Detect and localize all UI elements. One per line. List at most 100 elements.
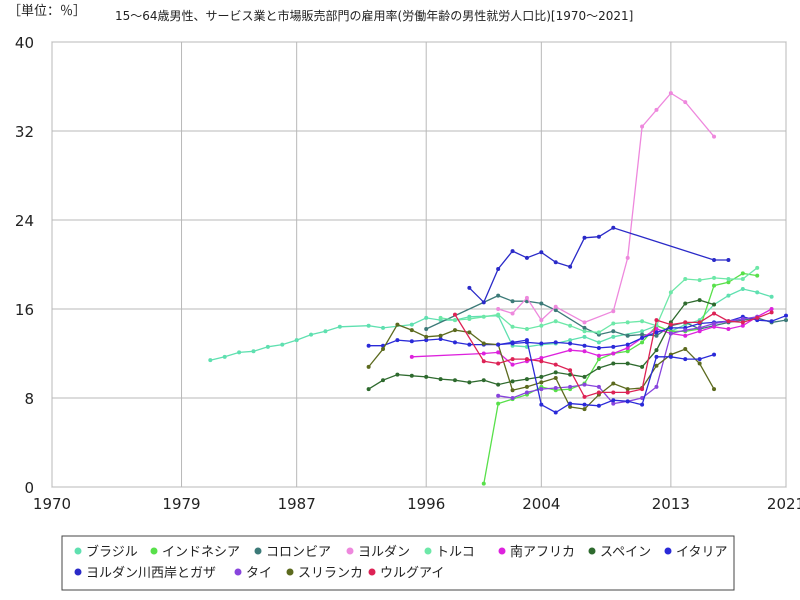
data-point [596,403,601,408]
series-unlabeled-0 [496,338,717,415]
data-point [640,396,645,400]
data-point [726,327,731,332]
data-point [524,295,529,300]
series-line [454,311,772,398]
data-point [640,335,645,340]
data-point [755,273,760,278]
data-point [366,323,371,328]
data-point [208,358,213,363]
series-line [498,339,715,414]
data-point [510,396,515,400]
data-point [726,280,731,285]
legend-label: 南アフリカ [510,544,575,560]
data-point [625,342,630,347]
data-point [582,394,587,399]
data-point [409,339,414,344]
series-トルコ [438,265,760,335]
y-tick-label: 40 [15,34,34,52]
series-スリランカ [366,322,717,412]
legend-marker [150,547,158,555]
data-point [539,380,544,385]
legend-item-トルコ: トルコ [424,545,475,560]
data-point [409,354,414,359]
data-point [640,340,645,345]
data-point [496,293,501,298]
data-point [611,381,616,386]
data-point [539,323,544,328]
legend-label: トルコ [436,545,475,560]
data-point [553,260,558,265]
data-point [568,401,573,406]
data-point [582,343,587,348]
data-point [496,266,501,271]
data-point [539,318,544,323]
data-point [568,372,573,377]
data-point [222,354,227,359]
legend-item-スペイン: スペイン [588,545,651,560]
data-point [740,323,745,328]
data-point [611,329,616,334]
data-point [467,342,472,347]
data-point [726,319,731,324]
data-point [496,361,501,366]
unit-label: ［単位：％］ [8,3,86,19]
legend-label: ヨルダン [358,545,410,560]
data-point [438,333,443,338]
data-point [683,301,688,306]
data-point [611,344,616,349]
data-point [697,361,702,366]
plot-area [51,41,787,488]
data-point [539,374,544,379]
data-point [496,307,501,311]
data-point [510,311,515,316]
data-point [452,340,457,345]
data-point [510,299,515,304]
data-point [596,330,601,335]
legend-box [61,535,735,591]
data-point [726,258,731,263]
series-ウルグアイ [452,310,774,399]
data-point [625,349,630,354]
data-point [510,357,515,362]
data-point [640,387,645,392]
data-point [381,378,386,383]
data-point [769,319,774,324]
legend-item-ウルグアイ: ウルグアイ [368,566,444,581]
data-point [309,332,314,337]
data-point [640,364,645,369]
data-point [611,390,616,395]
data-point [395,372,400,377]
data-point [625,320,630,325]
legend-marker [234,568,242,576]
tick-labels: 1970 1979 1987 1996 2004 2013 2021 0 8 16 24 32 40 [15,34,800,513]
data-point [712,324,717,329]
data-point [539,301,544,306]
data-point [596,234,601,239]
data-point [712,387,717,392]
data-point [596,384,601,389]
data-point [424,315,429,320]
data-point [640,332,645,337]
data-point [697,325,702,330]
data-point [481,300,486,305]
data-point [237,350,242,355]
data-point [568,341,573,346]
y-tick-label: 8 [24,390,34,408]
legend-label: イタリア [676,545,727,560]
data-point [640,329,645,334]
data-point [510,324,515,329]
data-point [524,255,529,260]
y-tick-label: 0 [24,479,34,497]
data-point [740,276,745,281]
data-point [654,330,659,335]
data-point [697,357,702,362]
data-point [524,377,529,382]
data-point [467,317,472,322]
x-tick-label: 1996 [407,495,445,513]
data-point [568,338,573,343]
data-point [481,351,486,356]
legend-item-タイ: タイ [234,566,272,581]
data-point [611,401,616,406]
x-tick-label: 1987 [278,495,316,513]
data-point [740,320,745,325]
